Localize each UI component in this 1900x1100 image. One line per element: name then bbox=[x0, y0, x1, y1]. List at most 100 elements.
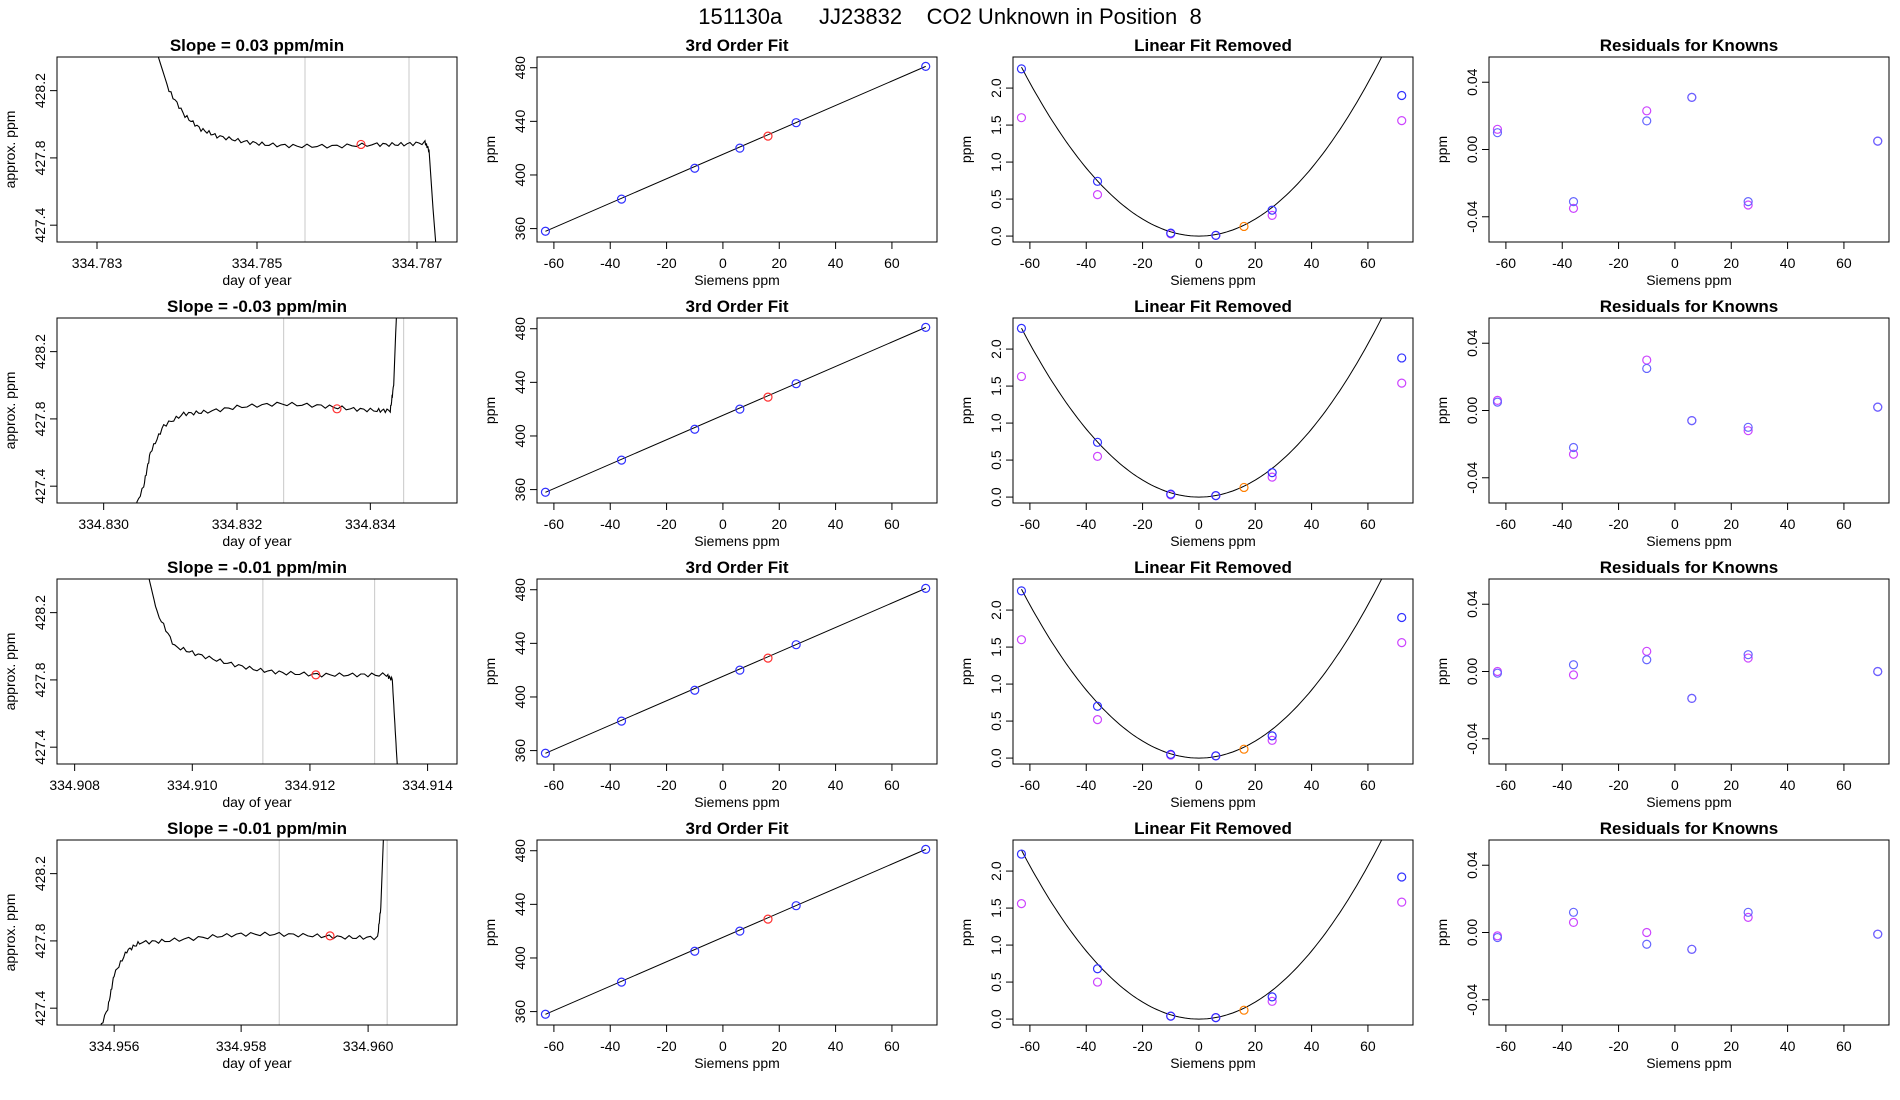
x-tick-label: 60 bbox=[884, 255, 900, 271]
x-tick-label: 60 bbox=[1836, 255, 1852, 271]
plot-area bbox=[1492, 907, 1883, 954]
x-tick-label: 334.834 bbox=[345, 516, 396, 532]
y-axis-label: ppm bbox=[482, 919, 498, 946]
panel-r3-c0: Slope = -0.01 ppm/min 334.956 334.958 334.9… bbox=[2, 819, 458, 1071]
x-tick-label: -40 bbox=[1076, 1038, 1096, 1054]
residual-point-a bbox=[1743, 426, 1753, 436]
y-tick-label: 480 bbox=[512, 578, 528, 602]
known-point bbox=[735, 926, 745, 936]
x-tick-label: -40 bbox=[1552, 1038, 1572, 1054]
unknown-point bbox=[763, 914, 773, 924]
y-tick-label: 0.0 bbox=[988, 1009, 1004, 1029]
residual-point-a bbox=[1642, 355, 1652, 365]
secondary-point bbox=[1092, 190, 1103, 200]
x-tick-label: 60 bbox=[884, 777, 900, 793]
x-tick-label: 334.785 bbox=[232, 255, 283, 271]
known-point bbox=[1016, 323, 1027, 333]
panel-frame bbox=[1012, 578, 1414, 765]
known-point bbox=[791, 379, 801, 389]
y-tick-label: 0.5 bbox=[988, 450, 1004, 470]
x-tick-label: 40 bbox=[828, 255, 844, 271]
y-tick-label: 0.5 bbox=[988, 972, 1004, 992]
known-point bbox=[540, 487, 551, 497]
x-axis-label: Siemens ppm bbox=[694, 794, 780, 810]
x-tick-label: -20 bbox=[1132, 1038, 1152, 1054]
unknown-point bbox=[763, 131, 773, 141]
x-tick-label: -20 bbox=[1132, 516, 1152, 532]
secondary-point bbox=[1397, 378, 1407, 388]
residual-point-a bbox=[1568, 449, 1579, 459]
x-axis-label: day of year bbox=[222, 533, 292, 549]
known-point bbox=[1016, 64, 1027, 74]
y-tick-label: 480 bbox=[512, 839, 528, 863]
panel-r1-c0: Slope = -0.03 ppm/min 334.830 334.832 334.8… bbox=[2, 297, 458, 549]
panel-frame bbox=[1488, 56, 1890, 243]
residual-point-b bbox=[1687, 415, 1697, 426]
plot-area bbox=[1016, 579, 1407, 761]
y-axis-label: ppm bbox=[482, 136, 498, 163]
plot-area bbox=[1016, 318, 1407, 501]
x-axis-label: Siemens ppm bbox=[694, 1055, 780, 1071]
unknown-sample-marker bbox=[325, 931, 335, 941]
residual-point-b bbox=[1568, 197, 1579, 207]
residual-point-b bbox=[1568, 442, 1579, 453]
residual-point-b bbox=[1492, 932, 1503, 943]
y-tick-label: 427.4 bbox=[32, 990, 48, 1025]
x-tick-label: 0 bbox=[719, 516, 727, 532]
panel-title: 3rd Order Fit bbox=[686, 819, 789, 838]
panel-r1-c1: 3rd Order Fit -60 -40 -20 0 20 40 60 360 400 440 48… bbox=[482, 297, 938, 549]
x-axis-label: Siemens ppm bbox=[1170, 272, 1256, 288]
x-tick-label: 334.830 bbox=[78, 516, 129, 532]
secondary-point bbox=[1016, 113, 1027, 123]
panel-frame bbox=[1012, 56, 1414, 243]
x-tick-label: 40 bbox=[1780, 1038, 1796, 1054]
x-tick-label: -20 bbox=[1608, 1038, 1628, 1054]
y-tick-label: 428.2 bbox=[32, 856, 48, 891]
residual-point-b bbox=[1743, 197, 1753, 207]
y-tick-label: 1.5 bbox=[988, 637, 1004, 657]
y-tick-label: 427.4 bbox=[32, 729, 48, 764]
x-tick-label: 334.783 bbox=[72, 255, 123, 271]
y-tick-label: 428.2 bbox=[32, 73, 48, 108]
secondary-point bbox=[1092, 977, 1103, 987]
x-tick-label: 0 bbox=[1671, 777, 1679, 793]
known-point bbox=[921, 844, 931, 854]
x-tick-label: 60 bbox=[1836, 1038, 1852, 1054]
panel-title: Residuals for Knowns bbox=[1600, 36, 1779, 55]
x-tick-label: -40 bbox=[1552, 255, 1572, 271]
panel-frame bbox=[536, 578, 938, 765]
x-tick-label: -60 bbox=[1496, 1038, 1516, 1054]
x-axis-label: Siemens ppm bbox=[1170, 794, 1256, 810]
fit-curve bbox=[1021, 840, 1383, 1020]
residual-point-b bbox=[1687, 693, 1697, 704]
plot-area bbox=[1016, 57, 1407, 240]
plot-area bbox=[540, 844, 931, 1019]
x-axis-label: day of year bbox=[222, 1055, 292, 1071]
y-tick-label: 400 bbox=[512, 685, 528, 709]
concentration-trace bbox=[100, 840, 384, 1025]
known-point bbox=[1016, 849, 1027, 859]
page-title: 151130a JJ23832 CO2 Unknown in Position … bbox=[698, 4, 1202, 29]
plot-area bbox=[540, 61, 931, 236]
y-axis-label: approx. ppm bbox=[2, 111, 18, 189]
x-tick-label: 40 bbox=[828, 1038, 844, 1054]
panel-title: Linear Fit Removed bbox=[1134, 36, 1292, 55]
y-tick-label: 0.04 bbox=[1464, 68, 1480, 95]
y-tick-label: 0.04 bbox=[1464, 590, 1480, 617]
x-tick-label: 0 bbox=[719, 1038, 727, 1054]
plot-area bbox=[1492, 92, 1883, 213]
x-tick-label: -20 bbox=[656, 255, 676, 271]
secondary-point bbox=[1016, 371, 1027, 382]
x-tick-label: -60 bbox=[1020, 516, 1040, 532]
x-tick-label: 20 bbox=[1723, 516, 1739, 532]
plot-area bbox=[1016, 840, 1407, 1023]
y-tick-label: -0.04 bbox=[1464, 723, 1480, 755]
secondary-point bbox=[1267, 472, 1277, 482]
x-tick-label: -60 bbox=[544, 516, 564, 532]
x-tick-label: 40 bbox=[1780, 777, 1796, 793]
residual-point-b bbox=[1743, 650, 1753, 660]
x-tick-label: 0 bbox=[1671, 255, 1679, 271]
unknown-point bbox=[1239, 1005, 1249, 1015]
x-tick-label: -60 bbox=[1496, 255, 1516, 271]
x-tick-label: 40 bbox=[828, 516, 844, 532]
